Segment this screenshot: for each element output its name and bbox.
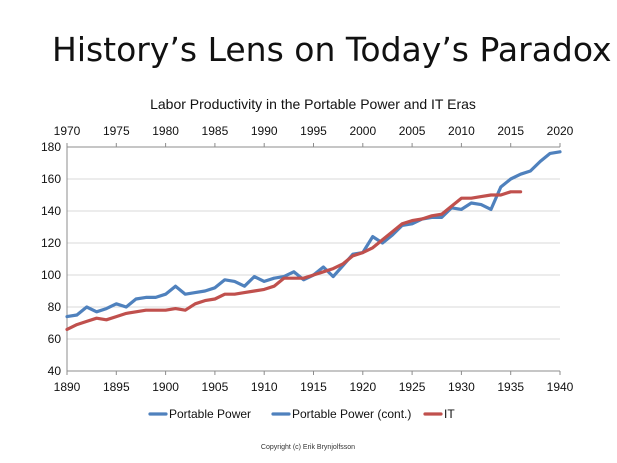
bottom-tick-label: 1910 bbox=[251, 380, 278, 394]
top-tick-label: 2015 bbox=[497, 124, 524, 138]
top-tick-label: 2010 bbox=[448, 124, 475, 138]
top-tick-label: 2005 bbox=[399, 124, 426, 138]
chart-title: Labor Productivity in the Portable Power… bbox=[150, 96, 476, 112]
y-tick-label: 40 bbox=[48, 364, 62, 378]
top-tick-label: 1995 bbox=[300, 124, 327, 138]
bottom-tick-label: 1920 bbox=[349, 380, 376, 394]
legend-label: IT bbox=[444, 407, 455, 421]
bottom-tick-label: 1915 bbox=[300, 380, 327, 394]
legend: Portable Power Portable Power (cont.) IT bbox=[148, 407, 455, 421]
top-tick-label: 2020 bbox=[547, 124, 574, 138]
bottom-tick-label: 1895 bbox=[103, 380, 130, 394]
bottom-tick-label: 1925 bbox=[399, 380, 426, 394]
axes: 40 60 80 100 120 140 160 180 1890 1895 1900 1905 191… bbox=[41, 124, 574, 394]
top-tick-label: 1970 bbox=[54, 124, 81, 138]
bottom-tick-label: 1935 bbox=[497, 380, 524, 394]
series-line-it bbox=[65, 190, 523, 331]
legend-label: Portable Power (cont.) bbox=[292, 407, 411, 421]
top-tick-label: 2000 bbox=[349, 124, 376, 138]
y-tick-label: 120 bbox=[41, 236, 61, 250]
bottom-tick-label: 1890 bbox=[54, 380, 81, 394]
top-tick-label: 1980 bbox=[152, 124, 179, 138]
y-tick-label: 180 bbox=[41, 140, 61, 154]
legend-label: Portable Power bbox=[169, 407, 251, 421]
bottom-tick-label: 1930 bbox=[448, 380, 475, 394]
series-lines bbox=[65, 150, 562, 331]
series-line-portable-power bbox=[65, 150, 562, 319]
bottom-tick-label: 1900 bbox=[152, 380, 179, 394]
copyright-text: Copyright (c) Erik Brynjolfsson bbox=[261, 444, 355, 451]
top-tick-label: 1975 bbox=[103, 124, 130, 138]
top-tick-label: 1990 bbox=[251, 124, 278, 138]
y-tick-label: 100 bbox=[41, 268, 61, 282]
y-tick-label: 140 bbox=[41, 204, 61, 218]
y-tick-label: 160 bbox=[41, 172, 61, 186]
y-tick-label: 80 bbox=[48, 300, 62, 314]
y-tick-label: 60 bbox=[48, 332, 62, 346]
slide-title: History’s Lens on Today’s Paradox bbox=[52, 30, 612, 69]
bottom-tick-label: 1940 bbox=[547, 380, 574, 394]
top-tick-label: 1985 bbox=[202, 124, 229, 138]
bottom-tick-label: 1905 bbox=[202, 380, 229, 394]
